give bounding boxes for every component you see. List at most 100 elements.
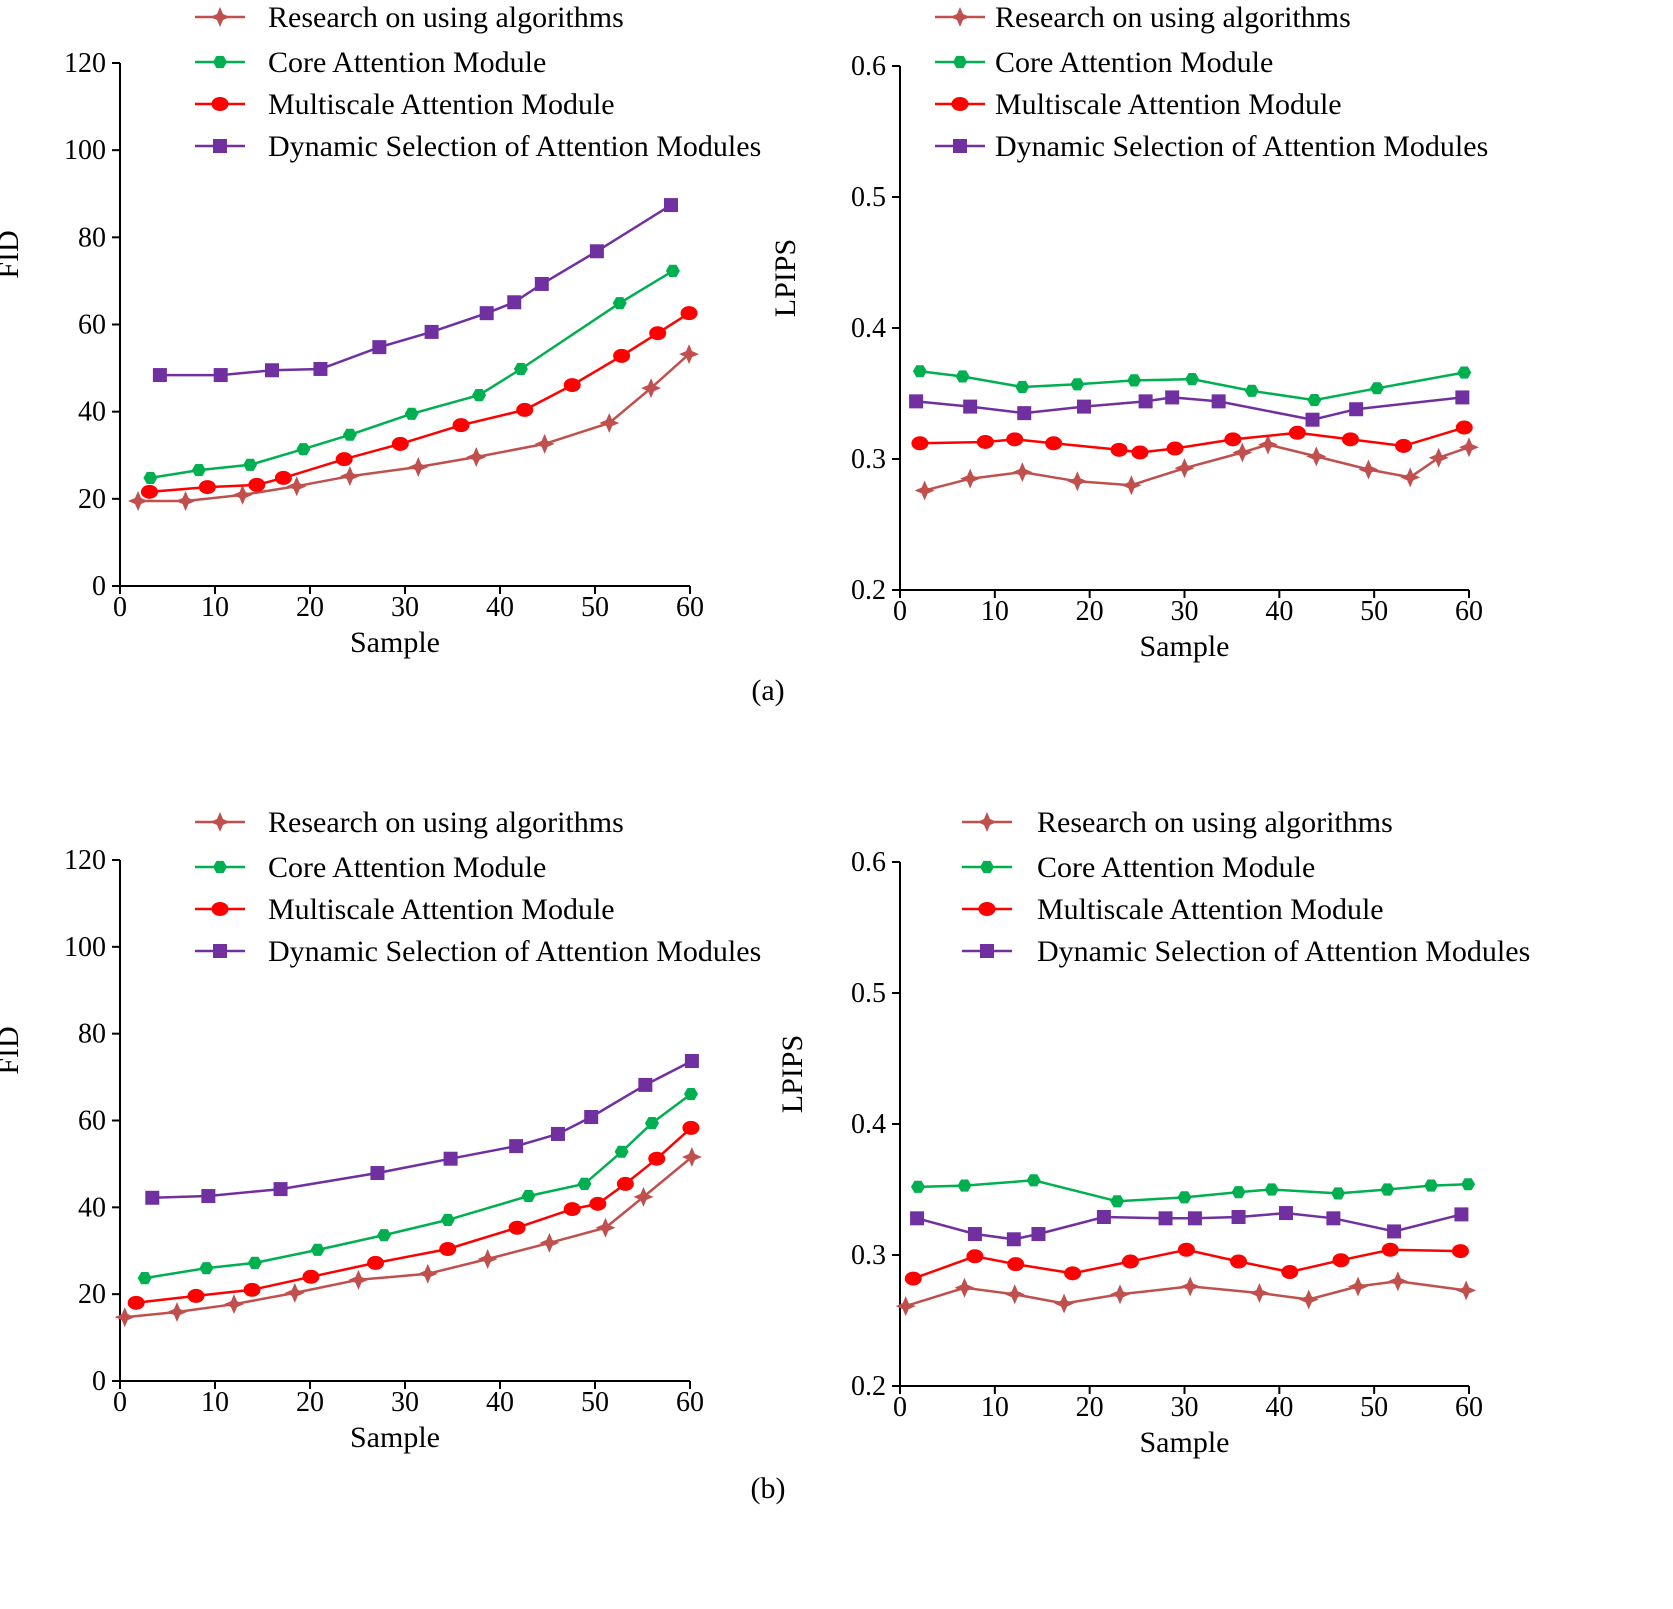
x-tick-label: 10 xyxy=(201,592,229,623)
series-line xyxy=(136,1126,692,1305)
series-line xyxy=(144,1092,692,1280)
legend-marker xyxy=(951,97,969,111)
x-tick-label: 30 xyxy=(391,592,419,623)
chart-panel-1: 0 10 20 30 40 50 60 0.2 0.3 0.4 0.5 0.6 Sample LPIPS R… xyxy=(769,1,1488,663)
data-point xyxy=(1332,1253,1350,1268)
data-point xyxy=(614,1145,629,1158)
chart-panel-2: 0 10 20 30 40 50 60 0 20 40 60 80 100 120 Sample FID Res… xyxy=(0,806,761,1454)
legend-label: Dynamic Selection of Attention Modules xyxy=(1037,935,1530,968)
data-point xyxy=(1006,1232,1021,1247)
data-point xyxy=(1331,1187,1346,1200)
data-point xyxy=(1455,420,1473,435)
data-point xyxy=(967,1227,982,1242)
legend-item: Research on using algorithms xyxy=(195,806,624,839)
series-3 xyxy=(909,390,1470,427)
y-tick-label: 100 xyxy=(64,135,106,166)
x-axis-label: Sample xyxy=(350,626,440,659)
x-tick-label: 50 xyxy=(1360,1392,1388,1423)
series-1 xyxy=(912,365,1472,407)
data-point xyxy=(563,1202,581,1217)
data-point xyxy=(1341,432,1359,447)
series-0 xyxy=(114,1146,702,1328)
data-point xyxy=(479,306,494,321)
data-point xyxy=(1017,406,1032,421)
data-point xyxy=(1177,1242,1195,1257)
data-point xyxy=(335,452,353,467)
data-point xyxy=(895,1296,916,1317)
x-tick-label: 40 xyxy=(1265,1392,1293,1423)
data-point xyxy=(167,1301,187,1322)
data-point xyxy=(1110,1284,1131,1305)
data-point xyxy=(198,480,216,495)
data-point xyxy=(1400,467,1421,488)
data-point xyxy=(145,1190,160,1205)
series-1 xyxy=(911,1174,1476,1208)
caption-b: (b) xyxy=(751,1472,786,1505)
legend-item: Multiscale Attention Module xyxy=(195,893,615,926)
legend-item: Dynamic Selection of Attention Modules xyxy=(935,130,1488,163)
data-point xyxy=(424,324,439,339)
data-point xyxy=(137,1272,152,1285)
data-point xyxy=(550,1126,565,1141)
x-tick-label: 40 xyxy=(486,592,514,623)
data-point xyxy=(313,361,328,376)
legend-item: Multiscale Attention Module xyxy=(962,893,1384,926)
data-point xyxy=(1288,425,1306,440)
y-tick-label: 0.3 xyxy=(851,1240,886,1271)
data-point xyxy=(1395,438,1413,453)
series-0 xyxy=(914,434,1479,501)
data-point xyxy=(1454,1207,1469,1222)
data-point xyxy=(1305,412,1320,427)
data-point xyxy=(1231,1210,1246,1225)
data-point xyxy=(1307,394,1322,407)
data-point xyxy=(247,1256,262,1269)
y-tick-label: 0 xyxy=(92,1366,106,1397)
legend-label: Dynamic Selection of Attention Modules xyxy=(268,935,761,968)
data-point xyxy=(911,1180,925,1193)
data-point xyxy=(417,1263,438,1284)
series-0 xyxy=(128,344,700,512)
y-tick-label: 0.6 xyxy=(851,51,886,82)
y-tick-label: 40 xyxy=(78,1192,106,1223)
legend-marker xyxy=(213,139,227,153)
legend-marker xyxy=(980,944,994,958)
data-point xyxy=(213,368,228,383)
legend-marker xyxy=(211,97,229,111)
data-point xyxy=(1054,1293,1075,1314)
x-tick-label: 60 xyxy=(676,592,704,623)
data-point xyxy=(348,1269,369,1290)
x-axis-label: Sample xyxy=(1140,630,1230,663)
data-point xyxy=(612,297,627,310)
data-point xyxy=(954,1277,975,1298)
data-point xyxy=(243,1282,261,1297)
data-point xyxy=(342,428,357,441)
data-point xyxy=(1349,402,1364,417)
y-tick-label: 120 xyxy=(64,48,106,79)
data-point xyxy=(265,363,279,378)
data-point xyxy=(1031,1227,1046,1242)
data-point xyxy=(408,457,429,478)
data-point xyxy=(613,348,631,363)
series-0 xyxy=(895,1271,1477,1317)
data-point xyxy=(665,264,680,277)
series-line xyxy=(919,426,1465,454)
data-point xyxy=(638,1077,653,1092)
series-line xyxy=(159,204,672,377)
series-line xyxy=(919,369,1465,402)
legend-item: Research on using algorithms xyxy=(935,1,1351,34)
legend-marker xyxy=(953,55,967,69)
data-point xyxy=(187,1288,205,1303)
data-point xyxy=(1165,390,1180,405)
series-line xyxy=(152,1059,693,1200)
data-point xyxy=(1131,445,1149,460)
data-point xyxy=(114,1307,135,1328)
legend-item: Core Attention Module xyxy=(935,46,1273,79)
data-point xyxy=(439,1242,457,1257)
data-point xyxy=(645,1117,659,1130)
legend-label: Research on using algorithms xyxy=(1037,806,1393,839)
data-point xyxy=(539,1232,560,1253)
data-point xyxy=(1045,436,1063,451)
legend-label: Core Attention Module xyxy=(268,46,546,79)
data-point xyxy=(909,394,924,409)
